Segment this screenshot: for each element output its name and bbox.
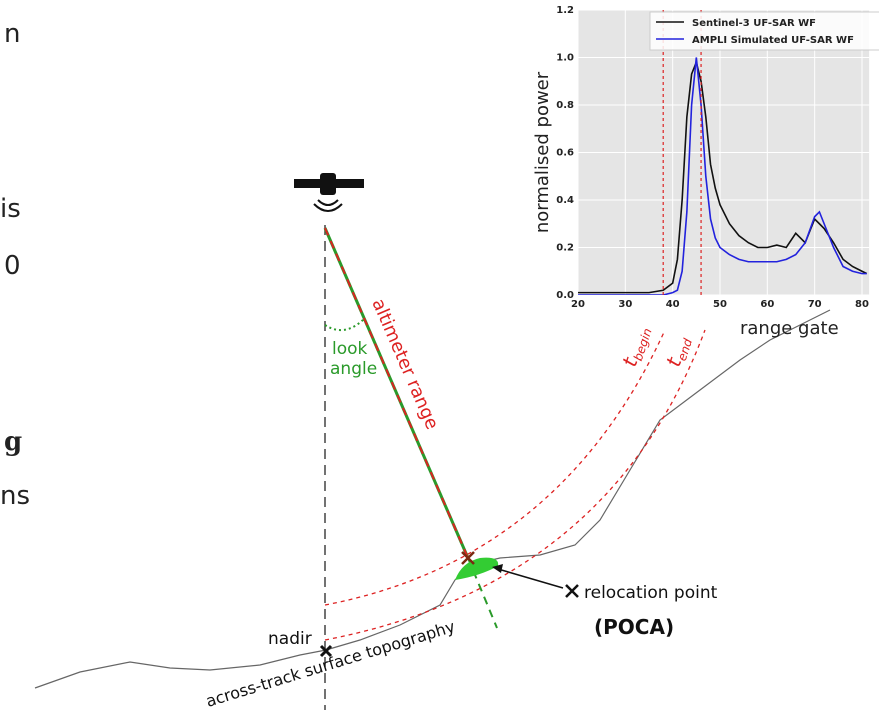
y-tick-label: 0.8 bbox=[556, 100, 574, 111]
x-tick-label: 60 bbox=[760, 299, 774, 310]
arrow bbox=[497, 568, 564, 589]
poca-mark bbox=[461, 551, 475, 565]
range-line bbox=[324, 227, 469, 559]
series-line bbox=[578, 59, 868, 294]
look-arc bbox=[324, 317, 366, 332]
relocation-label: relocation point bbox=[584, 583, 718, 603]
poca-label: (POCA) bbox=[594, 615, 674, 639]
left-text: n bbox=[4, 19, 20, 49]
x-tick-label: 80 bbox=[855, 299, 869, 310]
left-text: 0 bbox=[4, 251, 21, 281]
series-line bbox=[578, 57, 867, 295]
range-extension bbox=[467, 557, 498, 629]
y-tick-label: 0.6 bbox=[556, 148, 574, 159]
y-tick-label: 1.2 bbox=[556, 5, 574, 16]
x-tick-label: 50 bbox=[713, 299, 727, 310]
x-tick-label: 70 bbox=[808, 299, 822, 310]
range-arc bbox=[324, 329, 706, 641]
poca-area bbox=[455, 557, 499, 580]
y-axis-label: normalised power bbox=[532, 71, 553, 233]
legend-label: Sentinel-3 UF-SAR WF bbox=[692, 18, 816, 29]
marker-label: tend bbox=[661, 333, 695, 370]
topography-label: across-track surface topography bbox=[204, 617, 458, 710]
x-tick-label: 30 bbox=[618, 299, 632, 310]
left-text: is bbox=[0, 194, 21, 224]
marker-label-sub: end bbox=[675, 337, 695, 363]
legend-label: AMPLI Simulated UF-SAR WF bbox=[692, 35, 854, 46]
inset-chart: 0.0 0.2 0.4 0.6 0.8 1.0 1.2 20 30 40 50 60 70 80 Senti… bbox=[556, 5, 879, 310]
left-text: g bbox=[4, 427, 22, 457]
x-tick-label: 20 bbox=[571, 299, 585, 310]
y-tick-label: 0.2 bbox=[556, 243, 574, 254]
left-text: ns bbox=[0, 481, 30, 511]
satellite bbox=[294, 173, 364, 212]
y-tick-label: 0.4 bbox=[556, 195, 574, 206]
nadir-mark bbox=[319, 644, 333, 658]
range-arc bbox=[324, 329, 666, 606]
arrow-head bbox=[492, 564, 503, 573]
relocation-mark bbox=[565, 584, 579, 598]
y-tick-label: 1.0 bbox=[556, 53, 574, 64]
look-label: angle bbox=[330, 359, 377, 379]
legend-box bbox=[649, 11, 879, 51]
x-axis-label: range gate bbox=[740, 318, 839, 339]
x-tick-label: 40 bbox=[666, 299, 680, 310]
nadir-label: nadir bbox=[268, 629, 312, 649]
range-line bbox=[323, 227, 470, 559]
look-label: look bbox=[332, 339, 368, 359]
plot-area bbox=[578, 57, 868, 295]
y-tick-label: 0.0 bbox=[556, 290, 574, 301]
